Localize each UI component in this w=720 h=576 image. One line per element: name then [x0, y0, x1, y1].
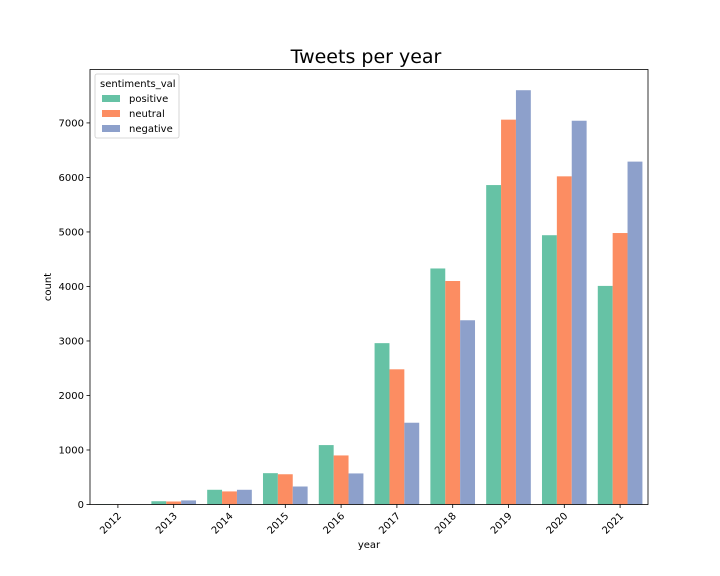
x-tick-label: 2012 — [98, 511, 124, 537]
bar-neutral-2017 — [389, 369, 405, 505]
bar-negative-2017 — [404, 422, 420, 505]
legend-label-neutral: neutral — [129, 109, 165, 120]
y-tick-label: 4000 — [59, 282, 84, 293]
bar-neutral-2015 — [277, 474, 293, 505]
bar-neutral-2014 — [222, 491, 237, 505]
legend-title: sentiments_val — [100, 79, 176, 90]
bar-negative-2021 — [627, 161, 643, 505]
y-tick-label: 6000 — [59, 173, 84, 184]
bars-layer — [95, 90, 643, 505]
y-tick-label: 0 — [78, 500, 84, 511]
bar-positive-2019 — [486, 185, 502, 505]
bar-neutral-2018 — [445, 281, 461, 505]
y-tick-label: 5000 — [59, 227, 84, 238]
legend-label-negative: negative — [129, 124, 173, 135]
bar-neutral-2019 — [501, 119, 516, 505]
bar-negative-2020 — [571, 120, 587, 505]
chart-title: Tweets per year — [290, 46, 442, 68]
bar-negative-2018 — [460, 320, 476, 505]
x-tick-label: 2021 — [600, 511, 626, 537]
x-tick-label: 2020 — [545, 511, 571, 537]
legend-swatch-negative — [102, 125, 120, 132]
bar-positive-2016 — [318, 445, 334, 505]
y-tick-label: 7000 — [59, 118, 84, 129]
legend-frame — [94, 73, 180, 139]
x-axis-label: year — [358, 540, 381, 551]
y-tick-label: 1000 — [59, 445, 84, 456]
bar-positive-2018 — [430, 268, 446, 505]
bar-positive-2020 — [541, 235, 557, 505]
bar-neutral-2020 — [556, 176, 572, 505]
bar-negative-2015 — [292, 486, 308, 505]
y-tick-label: 2000 — [59, 391, 84, 402]
x-tick-label: 2015 — [266, 511, 292, 537]
y-tick-label: 3000 — [59, 336, 84, 347]
legend: sentiments_val positive neutral negative — [94, 73, 180, 139]
x-axis: 2012 2013 2014 2015 2016 2017 2018 2019 2020 2021 — [98, 504, 626, 537]
bar-negative-2016 — [348, 473, 364, 505]
bar-positive-2014 — [207, 489, 223, 505]
x-tick-label: 2017 — [377, 511, 403, 537]
y-axis-label: count — [43, 273, 54, 301]
bar-positive-2013 — [151, 501, 167, 505]
x-tick-label: 2019 — [489, 511, 515, 537]
bar-negative-2019 — [515, 90, 531, 505]
bar-positive-2015 — [262, 473, 278, 505]
bar-negative-2014 — [236, 489, 252, 505]
legend-swatch-neutral — [102, 110, 120, 117]
legend-swatch-positive — [102, 95, 120, 102]
bar-neutral-2016 — [333, 455, 349, 505]
bar-neutral-2013 — [166, 501, 182, 505]
legend-label-positive: positive — [129, 94, 168, 105]
bar-neutral-2021 — [612, 233, 628, 505]
y-axis: 0 1000 2000 3000 4000 5000 6000 7000 — [59, 118, 90, 511]
bar-negative-2013 — [181, 500, 197, 505]
x-tick-label: 2013 — [154, 511, 180, 537]
x-tick-label: 2014 — [210, 511, 236, 537]
bar-positive-2017 — [374, 343, 390, 505]
plot-frame — [89, 69, 649, 505]
x-tick-label: 2018 — [433, 511, 459, 537]
x-tick-label: 2016 — [321, 511, 347, 537]
bar-positive-2021 — [597, 285, 613, 505]
